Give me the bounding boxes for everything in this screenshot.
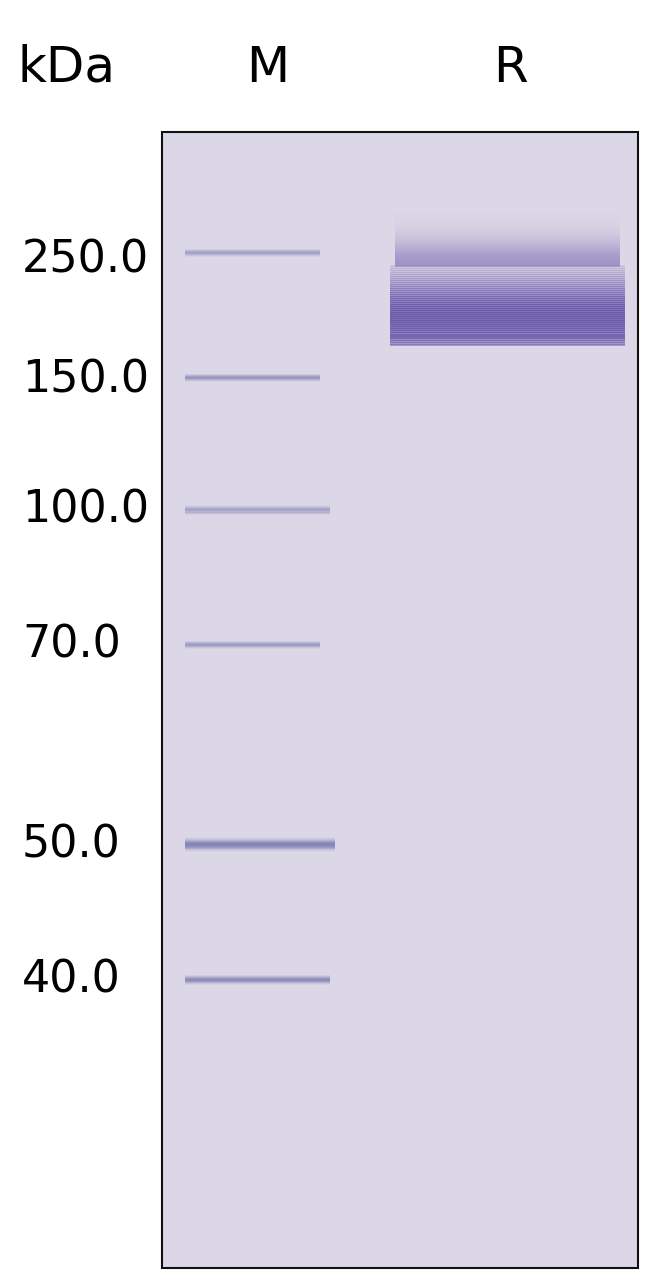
Bar (395, 253, 620, 255)
Bar (395, 234, 620, 236)
Bar (395, 218, 620, 219)
Bar (395, 261, 620, 262)
Bar (395, 229, 620, 230)
Bar (395, 214, 620, 215)
Bar (395, 264, 620, 265)
Bar (395, 233, 620, 234)
Bar (395, 262, 620, 264)
Text: R: R (493, 44, 527, 92)
Bar (395, 223, 620, 224)
Bar (395, 265, 620, 266)
Bar (395, 259, 620, 260)
Bar (395, 247, 620, 248)
Bar (395, 227, 620, 228)
Text: 100.0: 100.0 (22, 489, 149, 531)
Bar (395, 248, 620, 250)
Bar (395, 259, 620, 261)
Text: 50.0: 50.0 (22, 823, 121, 867)
Bar (395, 221, 620, 224)
Bar (395, 212, 620, 214)
Bar (395, 255, 620, 256)
Bar (395, 220, 620, 221)
Bar (395, 257, 620, 259)
Bar (395, 250, 620, 251)
Bar (395, 250, 620, 251)
Bar (395, 227, 620, 229)
Text: 40.0: 40.0 (22, 959, 121, 1001)
Bar (395, 228, 620, 229)
Bar (395, 241, 620, 242)
Bar (395, 230, 620, 232)
Bar (395, 230, 620, 233)
Bar (395, 244, 620, 246)
Bar (395, 243, 620, 244)
Bar (395, 225, 620, 227)
Text: 250.0: 250.0 (22, 238, 149, 282)
Bar (395, 219, 620, 220)
Bar (395, 206, 620, 207)
Bar (395, 256, 620, 257)
Bar (395, 232, 620, 233)
Text: M: M (247, 44, 289, 92)
Bar (395, 239, 620, 241)
Bar (395, 218, 620, 219)
Bar (395, 262, 620, 265)
Bar (395, 244, 620, 247)
Bar (395, 251, 620, 252)
Bar (395, 241, 620, 242)
Bar (395, 252, 620, 253)
Bar (395, 210, 620, 211)
Bar (395, 236, 620, 238)
Bar (395, 221, 620, 223)
Bar (395, 238, 620, 239)
Bar (395, 246, 620, 247)
Text: kDa: kDa (18, 44, 116, 92)
Bar (395, 212, 620, 215)
Bar (395, 237, 620, 238)
Bar (395, 253, 620, 256)
Bar (395, 224, 620, 225)
Bar (395, 211, 620, 212)
Bar (395, 215, 620, 216)
Bar (395, 209, 620, 210)
Bar (395, 216, 620, 218)
Bar (395, 242, 620, 243)
Bar (395, 207, 620, 209)
Text: 70.0: 70.0 (22, 623, 121, 667)
Bar (395, 207, 620, 210)
Bar (395, 236, 620, 237)
Bar (395, 260, 620, 261)
Text: 150.0: 150.0 (22, 358, 149, 402)
Bar (162, 132, 638, 1268)
